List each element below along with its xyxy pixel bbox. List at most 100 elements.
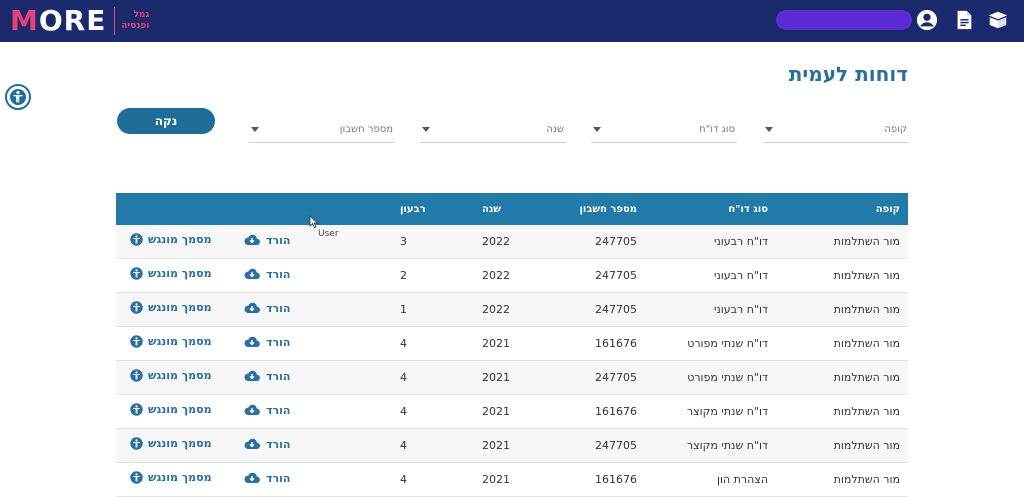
cell-account: 247705 <box>595 269 637 282</box>
page-title: דוחות לעמית <box>788 62 908 86</box>
download-link[interactable]: הורד <box>244 233 290 247</box>
cloud-download-icon <box>244 234 260 246</box>
accessible-document-link[interactable]: מסמך מונגש <box>130 301 212 314</box>
cell-report-type: דו"ח רבעוני <box>713 303 768 316</box>
table-row: מור השתלמות דו"ח שנתי מקוצר 247705 2021 … <box>116 429 908 463</box>
cell-kupa: מור השתלמות <box>833 473 900 486</box>
cell-account: 247705 <box>595 303 637 316</box>
download-label: הורד <box>266 369 291 383</box>
header-account[interactable]: מספר חשבון <box>579 204 637 215</box>
accessible-document-link[interactable]: מסמך מונגש <box>130 403 212 416</box>
cell-quarter: 3 <box>400 235 407 248</box>
download-link[interactable]: הורד <box>244 437 290 451</box>
accessibility-icon <box>130 437 143 450</box>
accessible-document-link[interactable]: מסמך מונגש <box>130 369 212 382</box>
accessible-document-label: מסמך מונגש <box>148 335 212 348</box>
download-link[interactable]: הורד <box>244 471 290 485</box>
table-row: מור השתלמות דו"ח רבעוני 247705 2022 1 הו… <box>116 293 908 327</box>
accessibility-icon <box>130 301 143 314</box>
account-filter[interactable]: מספר חשבון <box>249 118 395 143</box>
box-icon[interactable] <box>987 9 1009 31</box>
accessibility-icon <box>130 335 143 348</box>
clear-button[interactable]: נקה <box>117 108 215 134</box>
cell-year: 2022 <box>482 303 510 316</box>
cloud-download-icon <box>244 302 260 314</box>
header-report-type[interactable]: סוג דו"ח <box>728 204 768 215</box>
cell-year: 2022 <box>482 235 510 248</box>
accessible-document-link[interactable]: מסמך מונגש <box>130 335 212 348</box>
cell-report-type: הצהרת הון <box>716 473 768 486</box>
cell-kupa: מור השתלמות <box>833 371 900 384</box>
download-label: הורד <box>266 233 291 247</box>
accessible-document-label: מסמך מונגש <box>148 369 212 382</box>
download-label: הורד <box>266 267 291 281</box>
cell-year: 2021 <box>482 405 510 418</box>
cell-kupa: מור השתלמות <box>833 337 900 350</box>
profile-icon[interactable] <box>916 9 938 31</box>
report-type-filter-label: סוג דו"ח <box>699 124 735 135</box>
user-name-redacted[interactable] <box>776 10 912 30</box>
accessible-document-link[interactable]: מסמך מונגש <box>130 233 212 246</box>
accessible-document-label: מסמך מונגש <box>148 267 212 280</box>
header-year[interactable]: שנה <box>482 204 501 215</box>
download-label: הורד <box>266 471 291 485</box>
download-link[interactable]: הורד <box>244 301 290 315</box>
account-filter-label: מספר חשבון <box>339 124 393 135</box>
accessibility-icon <box>130 267 143 280</box>
cell-account: 247705 <box>595 371 637 384</box>
cell-year: 2021 <box>482 473 510 486</box>
cell-quarter: 4 <box>400 439 407 452</box>
cell-account: 161676 <box>595 405 637 418</box>
report-type-filter[interactable]: סוג דו"ח <box>591 118 737 143</box>
accessibility-icon <box>130 233 143 246</box>
accessible-document-label: מסמך מונגש <box>148 301 212 314</box>
table-row: מור השתלמות הצהרת הון 161676 2021 4 הורד… <box>116 463 908 497</box>
document-icon[interactable] <box>953 9 975 31</box>
header-quarter[interactable]: רבעון <box>400 204 426 215</box>
chevron-down-icon <box>765 127 773 132</box>
top-bar: MORE גמל ופנסיה <box>0 0 1024 42</box>
table-body: מור השתלמות דו"ח רבעוני 247705 2022 3 הו… <box>116 225 908 497</box>
cloud-download-icon <box>244 370 260 382</box>
year-filter[interactable]: שנה <box>420 118 566 143</box>
accessibility-icon <box>130 369 143 382</box>
cell-account: 161676 <box>595 337 637 350</box>
accessible-document-label: מסמך מונגש <box>148 437 212 450</box>
download-link[interactable]: הורד <box>244 369 290 383</box>
chevron-down-icon <box>593 127 601 132</box>
accessible-document-link[interactable]: מסמך מונגש <box>130 267 212 280</box>
tooltip: User <box>318 229 339 239</box>
download-label: הורד <box>266 403 291 417</box>
cell-report-type: דו"ח שנתי מפורט <box>687 371 768 384</box>
kupa-filter[interactable]: קופה <box>763 118 909 143</box>
year-filter-label: שנה <box>546 124 564 135</box>
cell-report-type: דו"ח שנתי מפורט <box>687 337 768 350</box>
cell-quarter: 4 <box>400 405 407 418</box>
cloud-download-icon <box>244 472 260 484</box>
logo-text: MORE <box>10 4 107 37</box>
download-label: הורד <box>266 437 291 451</box>
cell-report-type: דו"ח רבעוני <box>713 269 768 282</box>
kupa-filter-label: קופה <box>884 124 907 135</box>
cell-year: 2022 <box>482 269 510 282</box>
more-logo[interactable]: MORE גמל ופנסיה <box>10 5 149 37</box>
download-link[interactable]: הורד <box>244 403 290 417</box>
chevron-down-icon <box>251 127 259 132</box>
accessible-document-link[interactable]: מסמך מונגש <box>130 471 212 484</box>
cell-kupa: מור השתלמות <box>833 303 900 316</box>
cloud-download-icon <box>244 438 260 450</box>
reports-table: קופה סוג דו"ח מספר חשבון שנה רבעון מור ה… <box>116 193 908 497</box>
download-link[interactable]: הורד <box>244 335 290 349</box>
cell-report-type: דו"ח רבעוני <box>713 235 768 248</box>
cell-account: 161676 <box>595 473 637 486</box>
header-kupa[interactable]: קופה <box>875 204 900 215</box>
cell-quarter: 2 <box>400 269 407 282</box>
accessibility-icon[interactable] <box>5 84 31 110</box>
logo-subtitle: גמל ופנסיה <box>121 10 150 31</box>
download-link[interactable]: הורד <box>244 267 290 281</box>
cell-kupa: מור השתלמות <box>833 405 900 418</box>
logo-divider <box>114 7 116 35</box>
accessible-document-link[interactable]: מסמך מונגש <box>130 437 212 450</box>
cell-year: 2021 <box>482 371 510 384</box>
chevron-down-icon <box>422 127 430 132</box>
